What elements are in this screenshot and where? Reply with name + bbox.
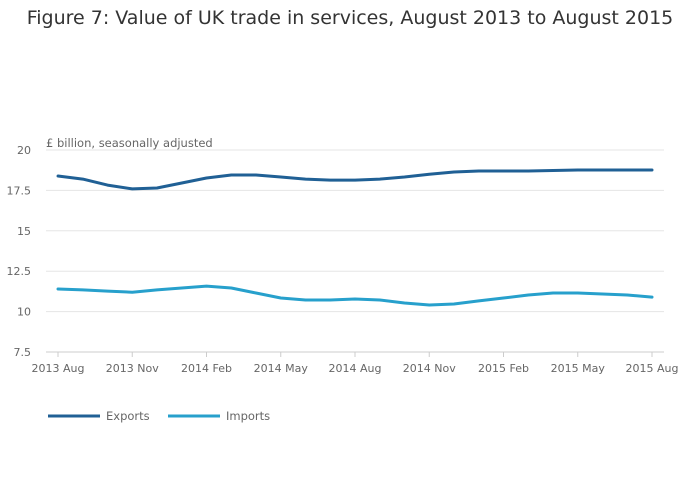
x-tick-label: 2015 Feb <box>478 362 529 375</box>
data-point-exports <box>57 175 59 177</box>
data-point-exports <box>576 169 579 171</box>
x-tick-label: 2014 May <box>254 362 309 375</box>
data-point-imports <box>403 302 406 304</box>
data-point-exports <box>502 170 505 172</box>
data-point-exports <box>279 176 282 178</box>
data-point-exports <box>428 173 431 176</box>
data-point-imports <box>230 287 233 289</box>
data-point-exports <box>81 178 84 180</box>
x-tick-label: 2014 Feb <box>181 362 232 375</box>
y-tick-label: 10 <box>17 306 31 319</box>
data-point-exports <box>329 179 332 181</box>
data-point-exports <box>255 174 257 176</box>
data-point-exports <box>651 169 653 171</box>
data-point-imports <box>304 299 307 301</box>
data-point-imports <box>354 298 356 300</box>
data-point-imports <box>329 299 332 301</box>
data-point-imports <box>453 303 455 305</box>
data-point-imports <box>502 297 505 299</box>
data-point-imports <box>205 285 208 287</box>
x-tick-label: 2014 Aug <box>329 362 382 375</box>
data-point-imports <box>180 287 183 289</box>
data-point-exports <box>453 171 455 173</box>
y-tick-label: 7.5 <box>14 346 32 359</box>
data-point-imports <box>255 292 257 294</box>
y-tick-label: 12.5 <box>7 265 32 278</box>
data-point-exports <box>304 178 307 180</box>
y-tick-label: 17.5 <box>7 184 32 197</box>
data-point-imports <box>279 297 282 299</box>
data-point-exports <box>477 170 480 172</box>
data-point-exports <box>156 187 158 189</box>
chart-title: Figure 7: Value of UK trade in services,… <box>26 7 674 29</box>
data-point-exports <box>180 182 183 184</box>
data-point-imports <box>378 299 381 301</box>
data-point-imports <box>131 291 134 294</box>
data-point-imports <box>81 289 84 291</box>
x-tick-label: 2013 Aug <box>32 362 85 375</box>
data-point-exports <box>601 169 604 171</box>
data-point-imports <box>651 296 653 298</box>
y-tick-label: 20 <box>17 144 31 157</box>
data-point-imports <box>106 290 109 292</box>
data-point-exports <box>354 179 356 181</box>
data-point-exports <box>626 169 629 171</box>
data-point-imports <box>428 304 431 306</box>
data-point-exports <box>403 176 406 178</box>
data-point-exports <box>205 177 208 179</box>
y-axis-unit-label: £ billion, seasonally adjusted <box>46 136 213 150</box>
data-point-imports <box>576 292 579 294</box>
data-point-imports <box>57 288 59 290</box>
data-point-exports <box>378 178 381 180</box>
data-point-imports <box>626 294 629 296</box>
data-point-imports <box>527 294 530 296</box>
data-point-imports <box>552 292 554 294</box>
x-tick-label: 2015 May <box>551 362 606 375</box>
series-line-imports <box>56 284 654 307</box>
legend-label-exports: Exports <box>106 409 150 423</box>
x-tick-label: 2015 Aug <box>626 362 679 375</box>
data-point-imports <box>601 293 604 295</box>
data-point-exports <box>106 184 109 186</box>
x-tick-label: 2013 Nov <box>106 362 159 375</box>
data-point-imports <box>156 289 158 291</box>
data-point-imports <box>477 300 480 302</box>
data-point-exports <box>527 170 530 172</box>
legend-label-imports: Imports <box>226 409 270 423</box>
x-tick-label: 2014 Nov <box>403 362 456 375</box>
y-tick-label: 15 <box>17 225 31 238</box>
data-point-exports <box>131 188 134 190</box>
data-point-exports <box>230 174 233 176</box>
data-point-exports <box>552 169 554 172</box>
